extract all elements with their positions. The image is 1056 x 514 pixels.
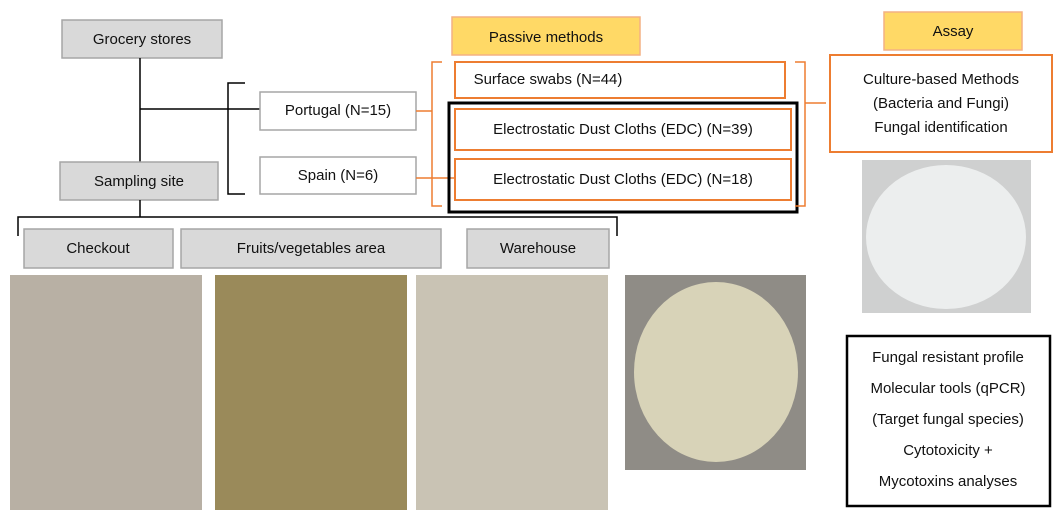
- box: [454, 158, 792, 201]
- assay-line: (Bacteria and Fungi): [873, 95, 1009, 112]
- country-label: Spain (N=6): [298, 167, 378, 184]
- box: [454, 61, 786, 99]
- site-label: Warehouse: [500, 240, 576, 257]
- box: [829, 54, 1053, 153]
- sampling-label: Sampling site: [94, 173, 184, 190]
- petri-dish: [866, 165, 1026, 309]
- box: [883, 11, 1023, 51]
- photo: [10, 275, 202, 510]
- box: [466, 228, 610, 269]
- country-label: Portugal (N=15): [285, 102, 391, 119]
- passive-item: Electrostatic Dust Cloths (EDC) (N=18): [493, 171, 753, 188]
- photo: [215, 275, 407, 510]
- analysis-line: Cytotoxicity +: [903, 442, 993, 459]
- box: [454, 108, 792, 151]
- bracket: [795, 61, 826, 207]
- passive-item: Electrostatic Dust Cloths (EDC) (N=39): [493, 121, 753, 138]
- assay-title: Assay: [933, 23, 974, 40]
- box: [59, 161, 219, 201]
- box: [180, 228, 442, 269]
- connector: [17, 200, 618, 236]
- site-label: Checkout: [66, 240, 130, 257]
- analysis-line: Fungal resistant profile: [872, 349, 1024, 366]
- box: [259, 91, 417, 131]
- assay-line: Culture-based Methods: [863, 71, 1019, 88]
- assay-line: Fungal identification: [874, 119, 1007, 136]
- box: [845, 334, 1052, 508]
- petri-dish: [634, 282, 798, 462]
- box: [259, 156, 417, 195]
- grocery-label: Grocery stores: [93, 31, 191, 48]
- analysis-line: Mycotoxins analyses: [879, 473, 1017, 490]
- passive-title: Passive methods: [489, 29, 603, 46]
- analysis-line: Molecular tools (qPCR): [870, 380, 1025, 397]
- photo: [416, 275, 608, 510]
- box: [451, 16, 641, 56]
- box: [61, 19, 223, 59]
- highlight-box: [447, 101, 799, 214]
- box: [23, 228, 174, 269]
- site-label: Fruits/vegetables area: [237, 240, 386, 257]
- connector: [139, 58, 260, 195]
- analysis-line: (Target fungal species): [872, 411, 1024, 428]
- passive-item: Surface swabs (N=44): [474, 71, 623, 88]
